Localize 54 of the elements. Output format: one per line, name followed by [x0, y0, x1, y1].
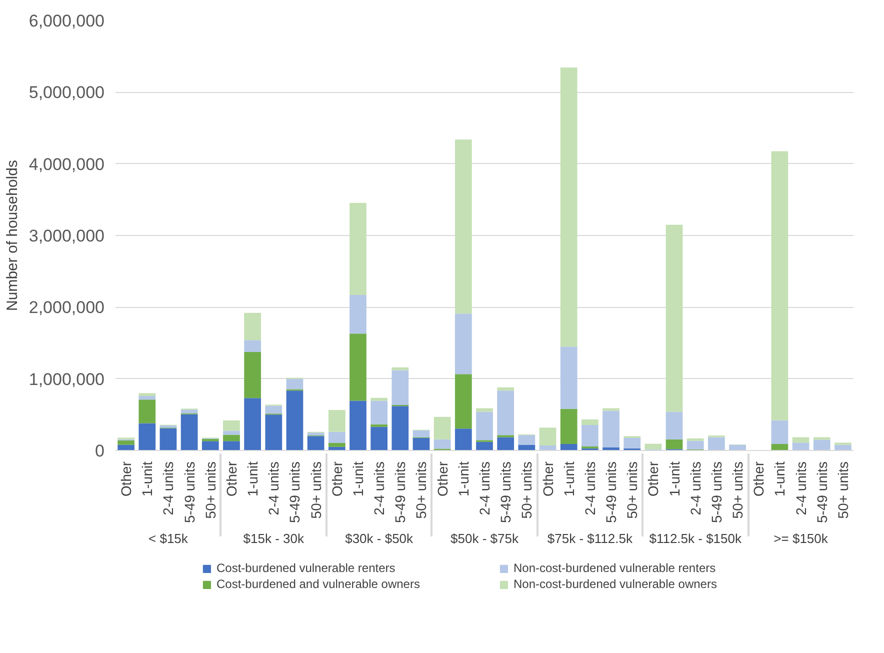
x-tick-label: 2-4 units — [476, 461, 492, 516]
y-axis-title: Number of households — [4, 160, 21, 311]
y-tick-label: 3,000,000 — [28, 226, 105, 246]
x-tick-label: 5-49 units — [814, 462, 830, 523]
x-tick-label: 5-49 units — [286, 462, 303, 523]
x-tick-label: 1-unit — [350, 461, 366, 497]
x-tick-label: 2-4 units — [687, 461, 704, 516]
legend-label: Cost-burdened and vulnerable owners — [216, 577, 421, 591]
x-tick-label: 5-49 units — [498, 462, 514, 523]
x-tick-label: 2-4 units — [266, 461, 282, 516]
text: >= $150k — [774, 530, 828, 546]
x-tick-label: 1-unit — [560, 461, 577, 497]
text: $75k - $112.5k — [547, 530, 633, 546]
legend-label: Non-cost-burdened vulnerable renters — [514, 561, 717, 575]
x-tick-label: Other — [434, 461, 450, 497]
text: $50k - $75k — [450, 530, 519, 546]
x-tick-label: 2-4 units — [582, 461, 598, 516]
x-tick-label: 5-49 units — [708, 462, 724, 523]
legend-label: Non-cost-burdened vulnerable owners — [514, 577, 718, 591]
x-tick-label: Other — [328, 461, 345, 497]
x-tick-label: 1-unit — [772, 461, 788, 497]
x-tick-label: 2-4 units — [792, 461, 809, 516]
y-tick-label: 2,000,000 — [28, 298, 105, 318]
text: < $15k — [148, 530, 188, 546]
x-tick-label: Other — [223, 461, 240, 497]
x-tick-label: 50+ units — [624, 461, 640, 519]
x-tick-label: 50+ units — [518, 461, 535, 519]
y-tick-label: 5,000,000 — [28, 83, 105, 102]
x-tick-label: 50+ units — [413, 461, 430, 519]
y-tick-label: 6,000,000 — [28, 12, 105, 30]
text: $30k - $50k — [345, 530, 414, 546]
x-tick-label: 50+ units — [730, 461, 746, 519]
x-tick-label: Other — [118, 461, 134, 497]
x-tick-label: 1-unit — [139, 461, 156, 497]
x-tick-label: Other — [750, 461, 767, 497]
x-tick-label: 50+ units — [834, 461, 851, 519]
x-tick-label: Other — [645, 461, 662, 497]
x-tick-label: 1-unit — [455, 461, 472, 497]
x-tick-label: 50+ units — [202, 461, 218, 519]
x-tick-label: 2-4 units — [371, 461, 388, 516]
y-tick-label: 0 — [95, 442, 105, 460]
x-tick-label: 5-49 units — [392, 462, 408, 523]
x-tick-label: Other — [540, 461, 556, 497]
x-tick-label: 2-4 units — [160, 461, 176, 516]
x-tick-label: 1-unit — [244, 461, 261, 497]
y-tick-label: 4,000,000 — [28, 154, 105, 174]
x-tick-label: 5-49 units — [603, 462, 620, 523]
text: $112.5k - $150k — [649, 530, 742, 546]
x-tick-label: 5-49 units — [181, 462, 198, 523]
x-tick-label: 1-unit — [666, 461, 682, 497]
text: $15k - 30k — [243, 530, 304, 546]
x-tick-label: 50+ units — [308, 461, 324, 519]
legend-label: Cost-burdened vulnerable renters — [216, 561, 396, 575]
y-tick-label: 1,000,000 — [28, 370, 105, 389]
